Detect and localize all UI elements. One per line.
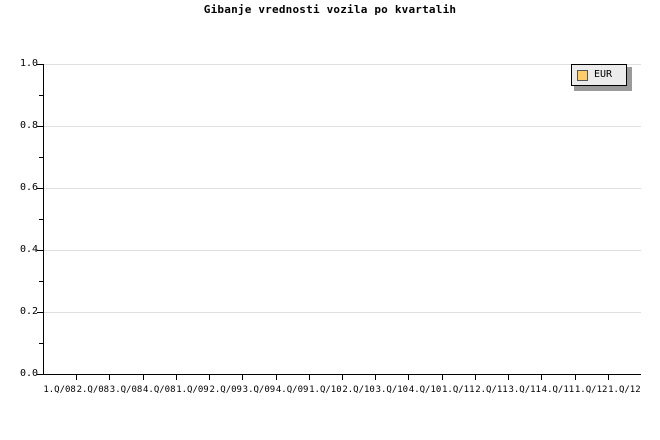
x-axis-tick bbox=[309, 375, 310, 380]
gridline bbox=[43, 250, 641, 251]
x-axis-tick-label: 4.Q/09 bbox=[275, 385, 309, 395]
x-axis-tick-label: 4.Q/10 bbox=[408, 385, 442, 395]
x-axis-tick bbox=[143, 375, 144, 380]
chart-legend[interactable]: EUR bbox=[571, 64, 632, 91]
x-axis-tick bbox=[76, 375, 77, 380]
x-axis-tick bbox=[342, 375, 343, 380]
y-axis-tick bbox=[37, 250, 43, 251]
y-axis-tick bbox=[37, 126, 43, 127]
y-axis-minor-tick bbox=[39, 343, 43, 344]
chart-title: Gibanje vrednosti vozila po kvartalih bbox=[203, 3, 457, 16]
y-axis-tick bbox=[37, 374, 43, 375]
x-axis-tick-label: 2.Q/10 bbox=[342, 385, 375, 395]
x-axis-tick-label: 1.Q/12 bbox=[608, 385, 641, 395]
y-axis-tick bbox=[37, 312, 43, 313]
y-axis-minor-tick bbox=[39, 157, 43, 158]
y-axis-tick-label: 0.6 bbox=[19, 182, 38, 193]
x-axis-tick-label: 3.Q/09 bbox=[242, 385, 276, 395]
x-axis-tick-label: 1.Q/08 bbox=[43, 385, 76, 395]
legend-item-label: EUR bbox=[594, 69, 613, 80]
y-axis-minor-tick bbox=[39, 281, 43, 282]
x-axis-tick-label: 3.Q/11 bbox=[508, 385, 541, 395]
y-axis-minor-tick bbox=[39, 219, 43, 220]
x-axis-tick-label: 2.Q/11 bbox=[475, 385, 508, 395]
plot-background bbox=[43, 64, 641, 374]
x-axis-tick bbox=[442, 375, 443, 380]
x-axis-tick-label: 3.Q/10 bbox=[375, 385, 409, 395]
y-axis-line bbox=[43, 64, 44, 375]
y-axis-tick-label: 0.2 bbox=[19, 306, 38, 317]
gridline bbox=[43, 312, 641, 313]
x-axis-tick-label: 4.Q/11 bbox=[541, 385, 575, 395]
y-axis-tick-label: 0.4 bbox=[19, 244, 38, 255]
x-axis-tick bbox=[575, 375, 576, 380]
legend-box[interactable]: EUR bbox=[571, 64, 627, 86]
y-axis-tick-label: 0.0 bbox=[19, 368, 38, 379]
x-axis-tick bbox=[176, 375, 177, 380]
x-axis-tick-label: 3.Q/08 bbox=[109, 385, 143, 395]
x-axis-tick-label: 1.Q/11 bbox=[442, 385, 475, 395]
x-axis-tick bbox=[475, 375, 476, 380]
x-axis-tick bbox=[242, 375, 243, 380]
gridline bbox=[43, 64, 641, 65]
x-axis-tick-label: 1.Q/09 bbox=[176, 385, 209, 395]
x-axis-tick bbox=[508, 375, 509, 380]
x-axis-tick bbox=[541, 375, 542, 380]
x-axis-tick bbox=[608, 375, 609, 380]
x-axis-tick-label: 2.Q/08 bbox=[76, 385, 110, 395]
x-axis-tick-label: 4.Q/08 bbox=[143, 385, 176, 395]
y-axis-tick-label: 0.8 bbox=[19, 120, 38, 131]
legend-swatch-icon bbox=[577, 69, 588, 81]
gridline bbox=[43, 188, 641, 189]
series-layer bbox=[43, 64, 641, 374]
y-axis-tick bbox=[37, 64, 43, 65]
x-axis-tick-label: 1.Q/12 bbox=[574, 385, 608, 395]
x-axis-tick-label: 1.Q/10 bbox=[309, 385, 342, 395]
x-axis-line bbox=[43, 374, 641, 375]
y-axis-minor-tick bbox=[39, 95, 43, 96]
x-axis-tick bbox=[276, 375, 277, 380]
y-axis-tick-label: 1.0 bbox=[19, 58, 38, 69]
plot-area bbox=[43, 64, 641, 374]
gridline bbox=[43, 126, 641, 127]
x-axis-tick bbox=[408, 375, 409, 380]
x-axis-tick-label: 2.Q/09 bbox=[209, 385, 242, 395]
x-axis-tick bbox=[375, 375, 376, 380]
y-axis-tick bbox=[37, 188, 43, 189]
x-axis-tick bbox=[109, 375, 110, 380]
x-axis-tick bbox=[209, 375, 210, 380]
